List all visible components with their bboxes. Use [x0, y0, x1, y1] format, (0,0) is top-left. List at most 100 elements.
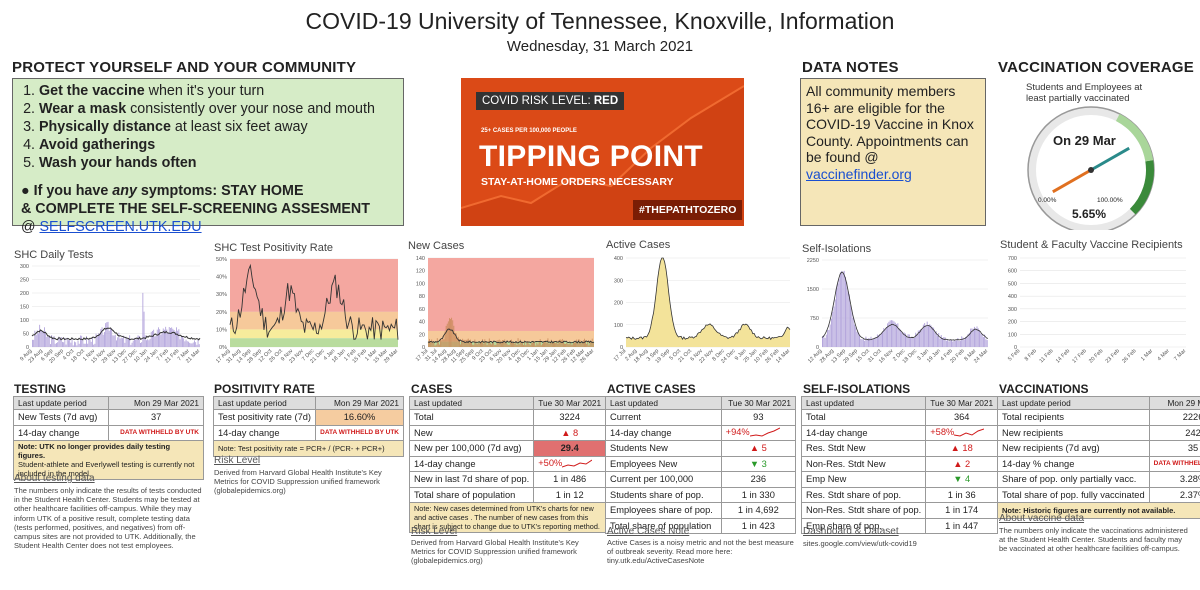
- bar: [46, 336, 48, 347]
- bar: [939, 338, 941, 347]
- bar: [559, 339, 561, 347]
- bar: [977, 328, 979, 347]
- bar: [177, 330, 179, 347]
- bar: [89, 339, 91, 347]
- bar: [111, 328, 113, 347]
- bar: [180, 336, 182, 347]
- bar: [843, 270, 845, 347]
- bar: [83, 343, 85, 347]
- bar: [527, 341, 529, 347]
- bar: [948, 341, 950, 347]
- bar: [195, 342, 197, 347]
- bar: [532, 342, 533, 347]
- positivity-chart-title: SHC Test Positivity Rate: [214, 242, 334, 254]
- bar: [444, 331, 446, 347]
- bar: [137, 335, 139, 347]
- table-row-label: 14-day change: [212, 424, 317, 441]
- bar: [107, 321, 109, 347]
- bar: [53, 336, 55, 347]
- bar: [879, 334, 881, 347]
- bar: [44, 327, 45, 347]
- bar: [509, 340, 511, 347]
- y-tick-label: 600: [1008, 269, 1017, 275]
- bar: [882, 332, 883, 347]
- bar: [563, 341, 564, 347]
- bar: [194, 340, 195, 347]
- bar: [51, 335, 53, 347]
- bar: [185, 339, 187, 347]
- bar: [519, 339, 521, 347]
- risk-band-red: [230, 259, 398, 312]
- bar: [936, 335, 938, 347]
- about-vaccine-data-link[interactable]: About vaccine data: [999, 513, 1085, 524]
- y-tick-label: 750: [810, 316, 819, 322]
- bar: [87, 343, 89, 347]
- cases-risk-level-link[interactable]: Risk Level: [411, 526, 458, 537]
- bar: [501, 341, 502, 347]
- bar: [486, 345, 488, 347]
- bar: [551, 343, 553, 347]
- selfscreen-link[interactable]: SELFSCREEN.UTK.EDU: [39, 219, 202, 235]
- bar: [492, 343, 493, 347]
- bar: [557, 343, 559, 347]
- table-row-value: 3.28%: [1148, 471, 1200, 488]
- dashboard-dataset-link[interactable]: Dashboard & Dataset: [803, 526, 899, 537]
- bar: [865, 336, 867, 347]
- risk-level-link[interactable]: Risk Level: [214, 455, 261, 466]
- bar: [975, 328, 977, 347]
- bar: [540, 345, 542, 347]
- bar: [922, 324, 924, 347]
- bar: [823, 335, 825, 347]
- bar: [585, 340, 586, 347]
- bar: [445, 325, 447, 347]
- bar: [148, 340, 150, 347]
- table-row-label: 14-day % change: [997, 455, 1150, 472]
- risk-sub: STAY-AT-HOME ORDERS NECESSARY: [481, 176, 674, 188]
- protect-item: Get the vaccine when it's your turn: [39, 82, 395, 100]
- vaccinations-heading: VACCINATIONS: [999, 382, 1089, 396]
- y-tick-label: 0: [422, 345, 425, 351]
- about-testing-link[interactable]: About testing data: [14, 473, 95, 484]
- vaccinefinder-link[interactable]: vaccinefinder.org: [806, 165, 912, 182]
- bar: [477, 342, 479, 347]
- newcases-chart-title: New Cases: [408, 240, 465, 252]
- bar: [575, 341, 576, 347]
- bar: [428, 342, 429, 347]
- table-row-label: Non-Res. Stdt New: [800, 455, 927, 472]
- bar: [99, 334, 101, 347]
- bar: [958, 340, 960, 347]
- bar: [138, 335, 140, 347]
- bar: [158, 327, 159, 347]
- bar: [577, 343, 579, 347]
- table-header: Last updated: [408, 396, 535, 410]
- series-line: [229, 263, 399, 340]
- risk-headline: TIPPING POINT: [479, 140, 703, 173]
- bar: [896, 324, 898, 347]
- bar: [171, 327, 173, 347]
- bar: [554, 342, 555, 347]
- bar: [135, 339, 137, 347]
- bar: [893, 321, 895, 347]
- table-row-value: 2.37%: [1148, 486, 1200, 503]
- bar: [143, 311, 145, 347]
- table-row-value: 1 in 330: [720, 486, 797, 503]
- y-tick-label: 300: [614, 278, 623, 284]
- bar: [850, 305, 852, 347]
- active-cases-note-link[interactable]: Active Cases Note: [607, 526, 690, 537]
- table-header: Last updated: [800, 396, 927, 410]
- bar: [965, 336, 966, 347]
- y-tick-label: 20%: [216, 310, 227, 316]
- bar: [555, 343, 557, 347]
- bar: [149, 339, 151, 347]
- bar: [862, 338, 864, 347]
- bar: [60, 337, 62, 347]
- bar: [576, 339, 578, 347]
- bar: [173, 329, 175, 347]
- bar: [458, 339, 460, 347]
- bar: [179, 339, 181, 347]
- bar: [94, 343, 96, 347]
- bar: [437, 342, 439, 347]
- bar: [189, 342, 191, 347]
